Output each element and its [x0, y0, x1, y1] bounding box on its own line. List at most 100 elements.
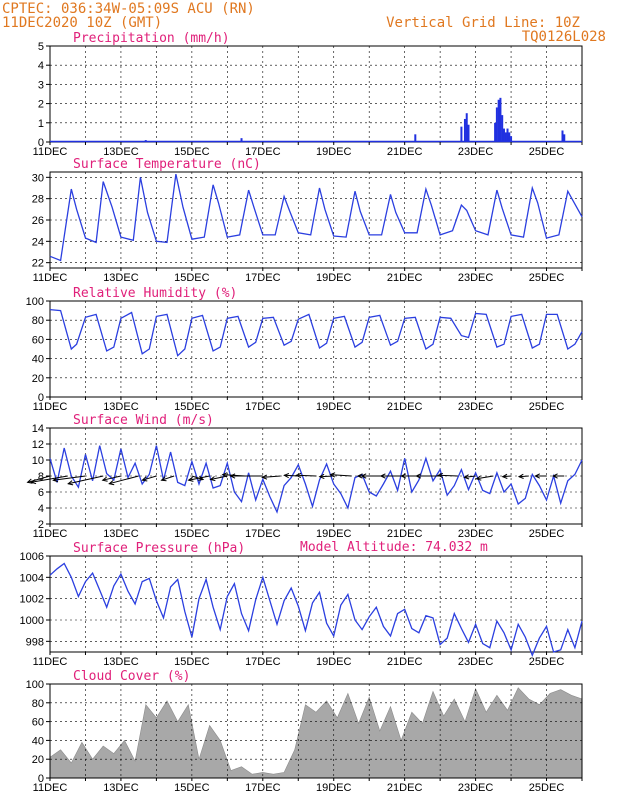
wind-vector-head — [356, 473, 363, 479]
cloud-cover-xtick-label: 23DEC — [458, 782, 494, 794]
pressure-xtick-label: 17DEC — [245, 656, 281, 668]
wind-ytick-label: 6 — [38, 487, 44, 499]
wind-vector-head — [437, 472, 444, 479]
humidity-ytick-label: 80 — [32, 315, 44, 327]
precipitation-bar — [563, 134, 566, 142]
precipitation-bar — [497, 99, 500, 142]
temperature-xtick-label: 23DEC — [458, 272, 494, 284]
cloud-cover-xtick-label: 21DEC — [387, 782, 423, 794]
precipitation-xtick-label: 21DEC — [387, 146, 423, 158]
precipitation-bar — [561, 130, 564, 142]
wind-vector-head — [551, 473, 558, 479]
pressure-ytick-label: 1004 — [20, 572, 44, 584]
humidity-xtick-label: 15DEC — [174, 401, 210, 413]
wind-ytick-label: 14 — [32, 423, 44, 435]
precipitation-ytick-label: 1 — [38, 118, 44, 130]
wind-vector-head — [475, 475, 482, 481]
cloud-cover-ytick-label: 100 — [26, 679, 44, 691]
header-grid-note: Vertical Grid Line: 10Z — [386, 15, 580, 31]
wind-xtick-label: 17DEC — [245, 528, 281, 540]
model-altitude-label: Model Altitude: 74.032 m — [300, 540, 488, 555]
cloud-cover-ytick-label: 40 — [32, 735, 44, 747]
precipitation-bar — [506, 128, 509, 142]
wind-vector-head — [261, 474, 268, 480]
precipitation-xtick-label: 19DEC — [316, 146, 352, 158]
pressure-xtick-label: 11DEC — [33, 656, 68, 668]
precipitation-bar — [508, 132, 511, 142]
humidity-xtick-label: 23DEC — [458, 401, 494, 413]
precipitation-xtick-label: 23DEC — [458, 146, 494, 158]
temperature-xtick-label: 17DEC — [245, 272, 281, 284]
precipitation-ytick-label: 5 — [38, 41, 44, 53]
wind-vector-head — [209, 476, 216, 482]
cloud-cover-xtick-label: 17DEC — [245, 782, 281, 794]
humidity-title: Relative Humidity (%) — [73, 286, 237, 301]
precipitation-bar — [465, 113, 468, 142]
pressure-line — [49, 562, 583, 657]
wind-xtick-label: 19DEC — [316, 528, 352, 540]
cloud-cover-ytick-label: 0 — [38, 773, 44, 785]
pressure-panel: 998 1000 1002 1004 1006 11DEC 13DEC 15DEC 17DEC 1… — [20, 541, 583, 668]
pressure-xtick-label: 19DEC — [316, 656, 352, 668]
wind-vector-head — [463, 474, 470, 480]
temperature-ytick-label: 22 — [32, 258, 44, 270]
temperature-line — [49, 173, 583, 262]
wind-xtick-label: 25DEC — [529, 528, 565, 540]
wind-vector — [31, 475, 68, 483]
temperature-xtick-label: 13DEC — [103, 272, 139, 284]
cloud-cover-xtick-label: 15DEC — [174, 782, 210, 794]
humidity-xtick-label: 19DEC — [316, 401, 352, 413]
pressure-frame — [49, 555, 583, 653]
precipitation-bar — [240, 138, 243, 142]
humidity-xtick-label: 21DEC — [387, 401, 423, 413]
precipitation-xtick-label: 17DEC — [245, 146, 281, 158]
temperature-ytick-label: 30 — [32, 172, 44, 184]
precipitation-xtick-label: 13DEC — [103, 146, 139, 158]
precipitation-xtick-label: 15DEC — [174, 146, 210, 158]
precipitation-bar — [144, 140, 147, 142]
precipitation-ytick-label: 3 — [38, 79, 44, 91]
wind-vector-head — [501, 473, 508, 479]
precipitation-ytick-label: 2 — [38, 99, 44, 111]
pressure-title: Surface Pressure (hPa) — [73, 541, 245, 556]
wind-vector-head — [101, 476, 108, 482]
temperature-xtick-label: 21DEC — [387, 272, 423, 284]
wind-title: Surface Wind (m/s) — [73, 413, 214, 428]
precipitation-ytick-label: 4 — [38, 60, 44, 72]
wind-vector — [330, 474, 352, 477]
precipitation-bar — [502, 128, 505, 142]
humidity-ytick-label: 20 — [32, 373, 44, 385]
precipitation-bar — [494, 122, 497, 142]
humidity-xtick-label: 11DEC — [33, 401, 68, 413]
temperature-xtick-label: 11DEC — [33, 272, 68, 284]
wind-vector-head — [283, 472, 290, 479]
wind-vector — [518, 475, 529, 478]
wind-vector-head — [415, 473, 422, 479]
wind-vector — [27, 475, 51, 483]
header-model-code: TQ0126L028 — [522, 29, 606, 45]
wind-vector — [296, 474, 317, 477]
humidity-ytick-label: 100 — [26, 296, 44, 308]
cloud-cover-area — [49, 687, 583, 779]
precipitation-bar — [510, 136, 513, 142]
wind-xtick-label: 23DEC — [458, 528, 494, 540]
pressure-ytick-label: 1000 — [20, 615, 44, 627]
temperature-ytick-label: 24 — [32, 236, 44, 248]
pressure-xtick-label: 21DEC — [387, 656, 423, 668]
wind-vector — [319, 475, 334, 478]
precipitation-bar — [499, 97, 502, 142]
wind-vector-head — [379, 473, 386, 479]
wind-vector — [68, 475, 104, 485]
humidity-frame — [49, 300, 583, 398]
wind-vector-head — [67, 480, 74, 486]
humidity-plot-area — [50, 301, 582, 397]
wind-line — [49, 445, 583, 514]
wind-vector-head — [26, 478, 33, 484]
cloud-cover-xtick-label: 25DEC — [529, 782, 565, 794]
humidity-ytick-label: 0 — [38, 392, 44, 404]
pressure-xtick-label: 15DEC — [174, 656, 210, 668]
cloud-cover-panel: 0 20 40 60 80 100 11DEC 13DEC 15DEC 17DEC 19DEC 21D… — [26, 669, 583, 794]
precipitation-panel: 0 1 2 3 4 5 11DEC 13DEC 15DEC 17DEC 19DEC 21DEC 23DE… — [33, 31, 583, 158]
wind-vector-head — [30, 478, 37, 485]
wind-vector — [188, 475, 210, 481]
